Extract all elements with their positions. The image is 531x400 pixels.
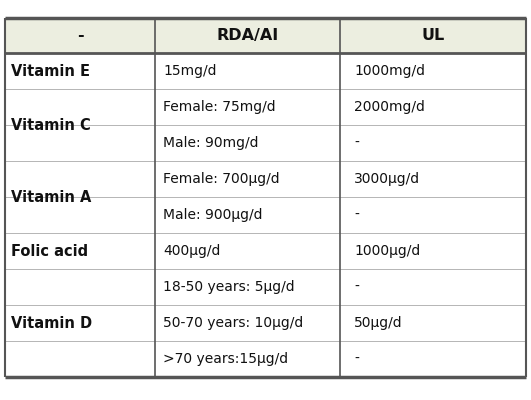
Text: Vitamin E: Vitamin E: [11, 64, 90, 78]
Text: Vitamin D: Vitamin D: [11, 316, 92, 330]
Text: Male: 90mg/d: Male: 90mg/d: [163, 136, 259, 150]
Text: 50μg/d: 50μg/d: [354, 316, 402, 330]
Text: 400μg/d: 400μg/d: [163, 244, 220, 258]
Text: -: -: [354, 208, 359, 222]
Text: 1000mg/d: 1000mg/d: [354, 64, 425, 78]
Text: 50-70 years: 10μg/d: 50-70 years: 10μg/d: [163, 316, 303, 330]
Text: 15mg/d: 15mg/d: [163, 64, 217, 78]
Text: Folic acid: Folic acid: [11, 244, 88, 258]
Text: Vitamin A: Vitamin A: [11, 190, 91, 204]
Text: -: -: [76, 28, 83, 43]
Text: 2000mg/d: 2000mg/d: [354, 100, 425, 114]
Text: Female: 75mg/d: Female: 75mg/d: [163, 100, 276, 114]
Text: Female: 700μg/d: Female: 700μg/d: [163, 172, 280, 186]
Text: 3000μg/d: 3000μg/d: [354, 172, 420, 186]
Text: 1000μg/d: 1000μg/d: [354, 244, 420, 258]
Text: -: -: [354, 280, 359, 294]
Text: RDA/AI: RDA/AI: [216, 28, 279, 43]
Text: Male: 900μg/d: Male: 900μg/d: [163, 208, 262, 222]
Text: -: -: [354, 352, 359, 366]
Text: >70 years:15μg/d: >70 years:15μg/d: [163, 352, 288, 366]
Bar: [5, 18, 526, 53]
Text: 18-50 years: 5μg/d: 18-50 years: 5μg/d: [163, 280, 295, 294]
Text: Vitamin C: Vitamin C: [11, 118, 91, 132]
Text: -: -: [354, 136, 359, 150]
Text: UL: UL: [422, 28, 444, 43]
